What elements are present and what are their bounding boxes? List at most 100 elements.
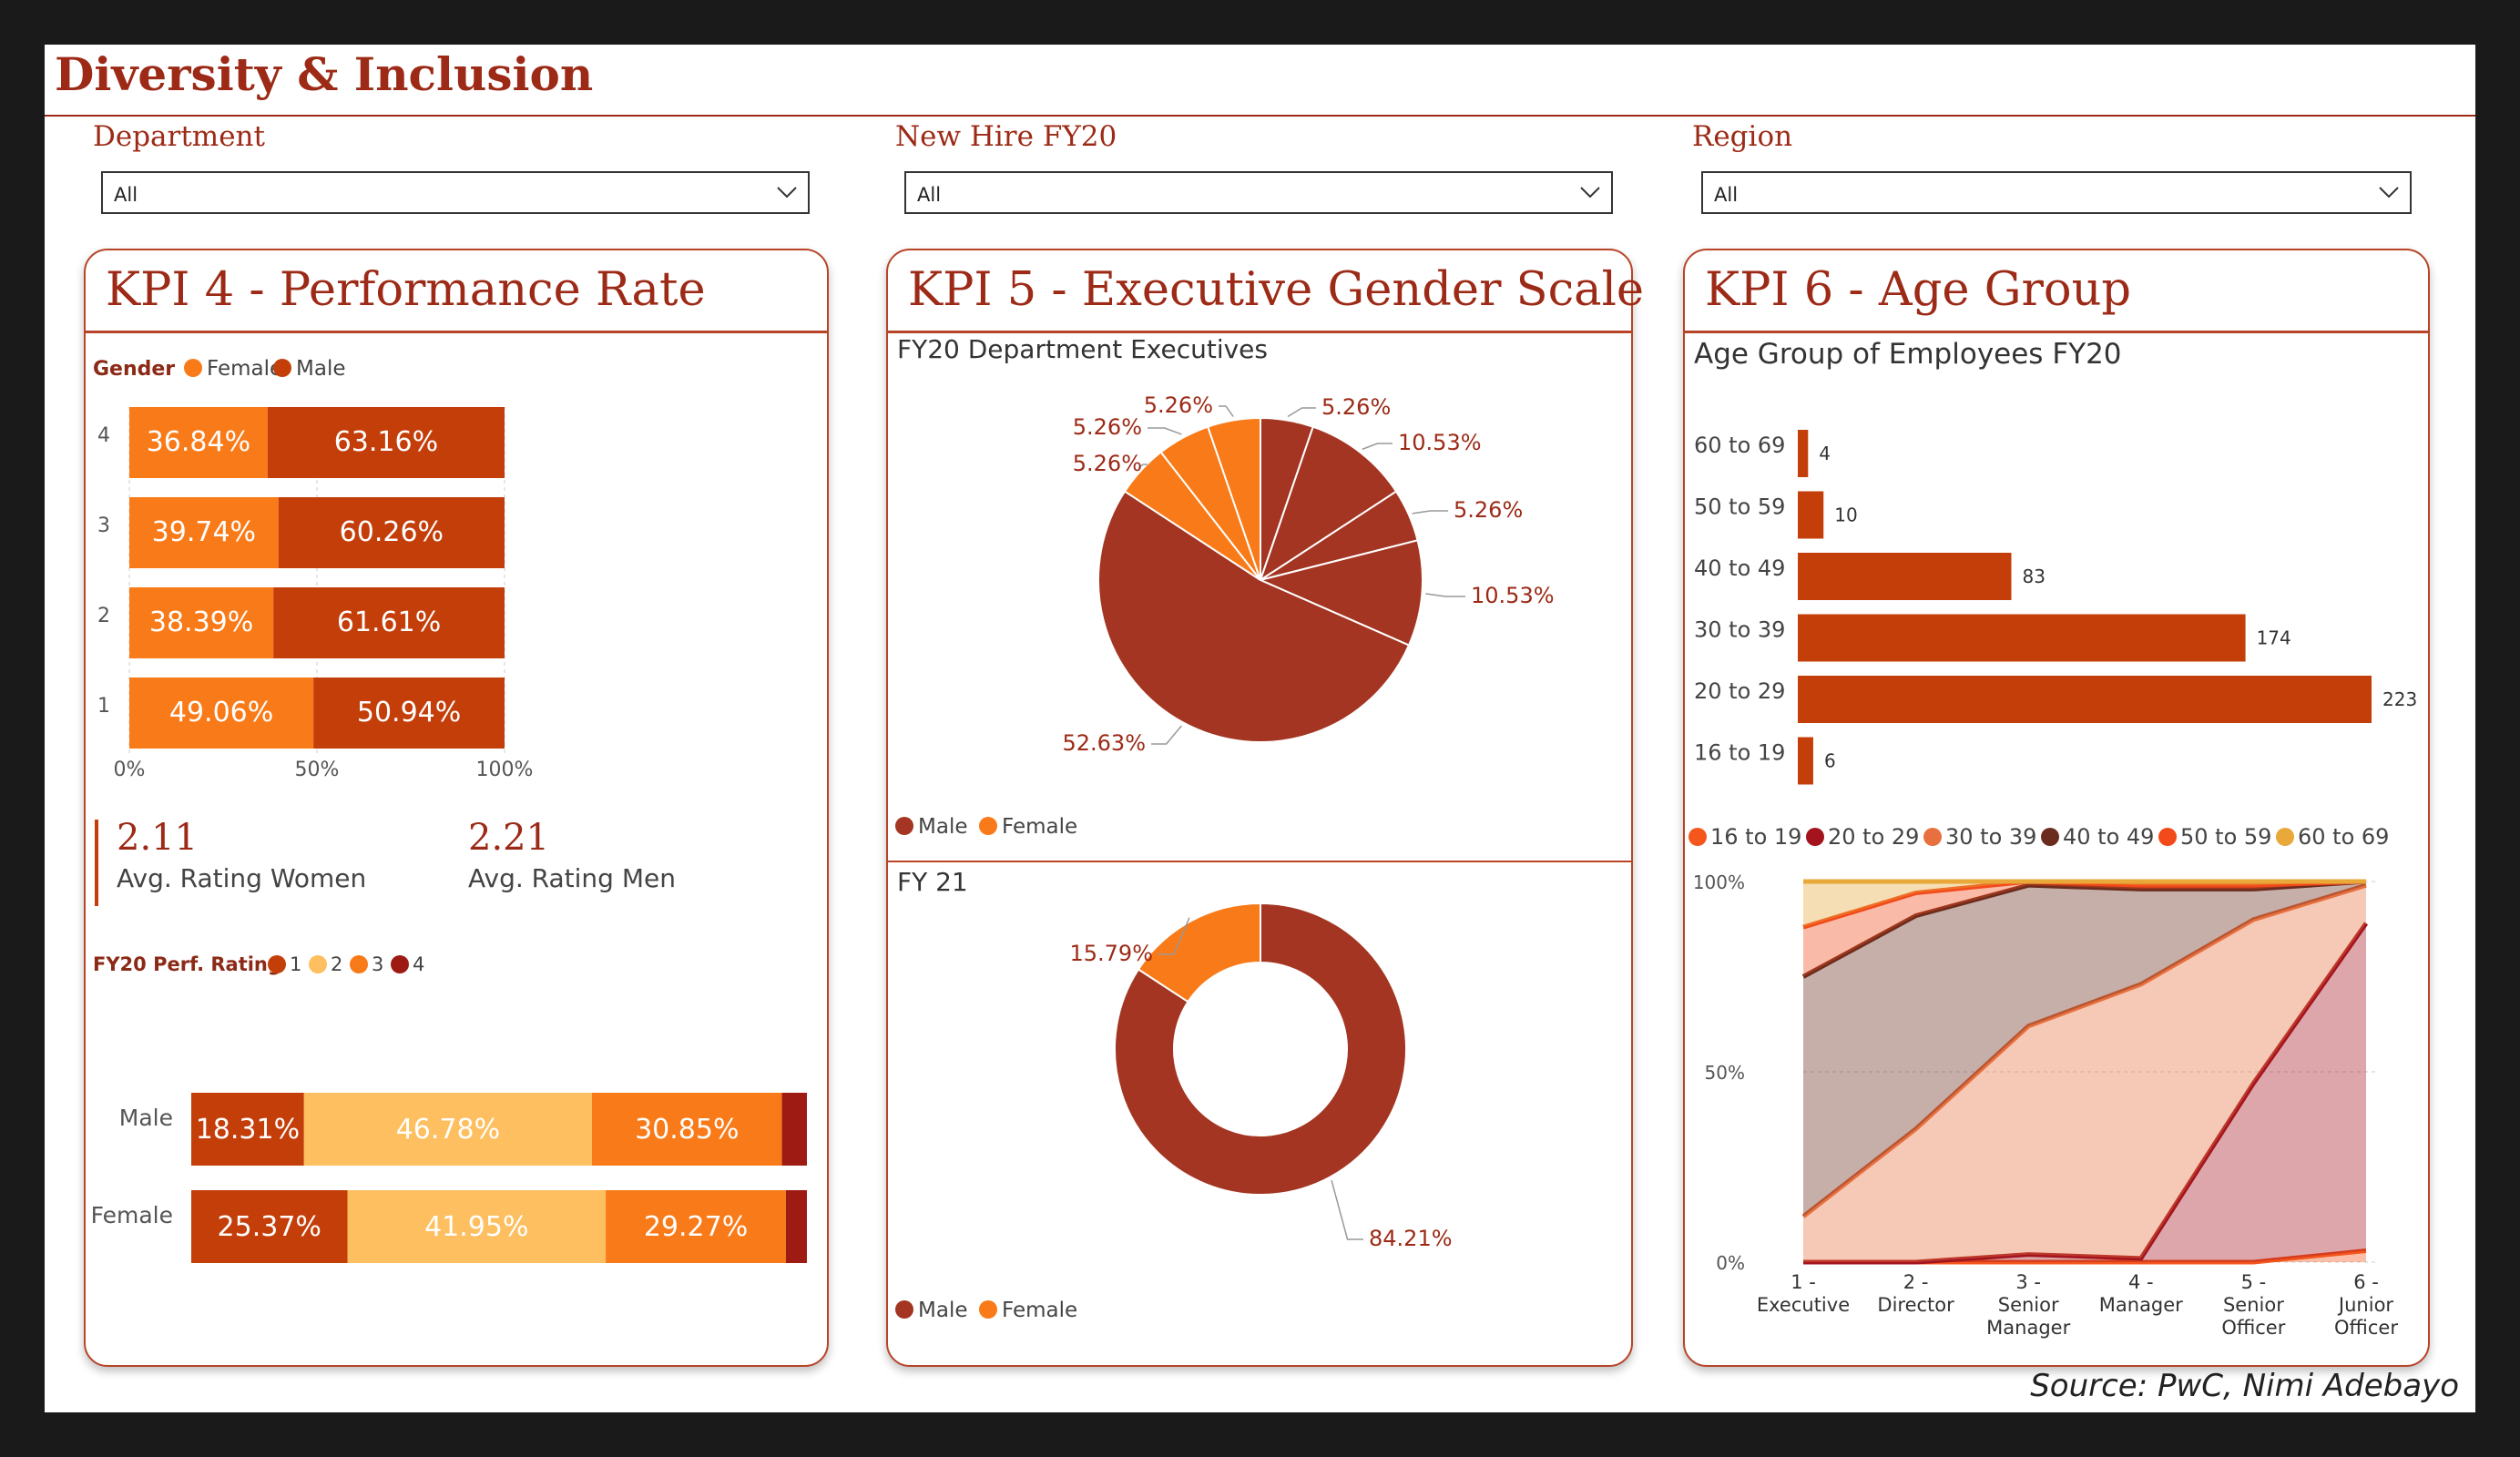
area-16-to-19 bbox=[1803, 1250, 2366, 1262]
legend-marker bbox=[2041, 828, 2059, 846]
legend-label: 20 to 29 bbox=[1828, 824, 1919, 850]
legend-label: 16 to 19 bbox=[1710, 824, 1801, 850]
x-tick-label: 4 -Manager bbox=[2099, 1271, 2183, 1316]
data-label: 63.16% bbox=[334, 426, 438, 458]
leader-line bbox=[1412, 510, 1448, 515]
legend-label-male: Male bbox=[918, 815, 967, 839]
data-label: 83 bbox=[2022, 565, 2045, 587]
region-dropdown[interactable]: All bbox=[1701, 171, 2412, 214]
filter-label-new-hire: New Hire FY20 bbox=[895, 120, 1117, 153]
kpi6-card: KPI 6 - Age Group Age Group of Employees… bbox=[1683, 249, 2430, 1367]
data-label: 36.84% bbox=[147, 426, 250, 458]
data-label: 61.61% bbox=[337, 606, 441, 638]
y-tick-label: 4 bbox=[97, 424, 110, 447]
data-label: 46.78% bbox=[396, 1114, 500, 1146]
x-tick-label: 100% bbox=[476, 759, 534, 781]
x-tick-label-line: Manager bbox=[2099, 1294, 2183, 1316]
legend-marker-rating-2 bbox=[309, 955, 327, 973]
legend-label: 40 to 49 bbox=[2063, 824, 2154, 850]
y-category-label: 60 to 69 bbox=[1694, 433, 1785, 458]
data-label: 41.95% bbox=[424, 1211, 528, 1243]
legend-label-male: Male bbox=[296, 357, 345, 381]
leader-line bbox=[1219, 405, 1234, 417]
kpi4-charts: Gender Female Male 0% 50% 100% 4 36.84% 63.16% 3 3… bbox=[91, 357, 807, 1263]
x-tick-label: 5 -Senior Officer bbox=[2221, 1271, 2285, 1339]
area-20-to-29 bbox=[1803, 922, 2366, 1262]
area-50-to-59 bbox=[1803, 881, 2366, 977]
y-tick-label: 1 bbox=[97, 695, 110, 718]
legend-label-male: Male bbox=[918, 1299, 967, 1322]
pie-slice-male bbox=[1097, 490, 1411, 743]
legend-marker-rating-3 bbox=[350, 955, 368, 973]
kpi5-title: KPI 5 - Executive Gender Scale bbox=[908, 263, 1645, 317]
data-label: 174 bbox=[2257, 627, 2291, 649]
x-tick-label: 50% bbox=[295, 759, 340, 781]
x-tick-label-line: 5 - bbox=[2241, 1271, 2267, 1293]
bar-segment-rating-2 bbox=[303, 1093, 593, 1166]
x-tick-label: 1 -Executive bbox=[1757, 1271, 1850, 1316]
legend-marker bbox=[1806, 828, 1824, 846]
data-label: 50.94% bbox=[357, 697, 461, 728]
kpi6-title: KPI 6 - Age Group bbox=[1705, 263, 2132, 317]
x-tick-label-line: Officer bbox=[2221, 1317, 2285, 1339]
bar-segment-male bbox=[267, 407, 505, 478]
legend-marker-rating-1 bbox=[268, 955, 286, 973]
x-tick-label-line: Executive bbox=[1757, 1294, 1850, 1316]
kpi4-title: KPI 4 - Performance Rate bbox=[106, 263, 706, 317]
legend-marker-male bbox=[895, 817, 913, 835]
legend-label: 50 to 59 bbox=[2180, 824, 2271, 850]
legend-title: FY20 Perf. Rating bbox=[93, 953, 281, 975]
legend-label-rating-4: 4 bbox=[413, 953, 424, 975]
slice-label: 5.26% bbox=[1073, 451, 1142, 476]
fy21-donut-title: FY 21 bbox=[897, 867, 968, 897]
leader-line bbox=[1138, 464, 1148, 469]
legend-marker bbox=[1923, 828, 1942, 846]
bar-segment-female bbox=[129, 587, 274, 658]
leader-line bbox=[1148, 427, 1182, 435]
legend-marker bbox=[2276, 828, 2294, 846]
bar-segment-male bbox=[278, 497, 505, 568]
x-tick-label: 2 -Director bbox=[1877, 1271, 1954, 1316]
slice-label: 5.26% bbox=[1321, 394, 1391, 420]
data-label: 30.85% bbox=[635, 1114, 739, 1146]
data-label: 39.74% bbox=[152, 516, 256, 548]
bar-segment-male bbox=[313, 678, 505, 749]
legend-marker-male bbox=[895, 1300, 913, 1319]
line-20-to-29 bbox=[1803, 922, 2369, 1265]
legend-label: 30 to 39 bbox=[1945, 824, 2036, 850]
age-bar bbox=[1798, 737, 1813, 785]
age-bar-title: Age Group of Employees FY20 bbox=[1694, 338, 2122, 371]
slice-label: 10.53% bbox=[1471, 583, 1555, 608]
pie-slice-female bbox=[1137, 902, 1261, 1004]
legend-marker bbox=[1689, 828, 1707, 846]
bar-segment-rating-3 bbox=[606, 1190, 786, 1263]
bar-segment-rating-1 bbox=[191, 1190, 348, 1263]
page-title: Diversity & Inclusion bbox=[55, 47, 594, 101]
y-tick-label: 3 bbox=[97, 515, 110, 537]
area-30-to-39 bbox=[1803, 885, 2366, 1262]
region-dropdown-value: All bbox=[1714, 184, 1739, 206]
x-tick-label-line: 3 - bbox=[2015, 1271, 2041, 1293]
chevron-down-icon bbox=[2379, 187, 2399, 199]
leader-line bbox=[1425, 593, 1465, 597]
legend-label-rating-1: 1 bbox=[290, 953, 301, 975]
kpi5-charts: 5.26%10.53%5.26%10.53%52.63%5.26%5.26%5.… bbox=[895, 392, 1555, 1322]
x-tick-label-line: 1 - bbox=[1791, 1271, 1816, 1293]
new-hire-dropdown[interactable]: All bbox=[904, 171, 1613, 214]
pie-slice-male bbox=[1257, 539, 1423, 647]
pie-slice-female bbox=[1206, 416, 1261, 581]
leader-line bbox=[1331, 1180, 1363, 1240]
age-bar bbox=[1798, 491, 1824, 539]
kpi5-card: KPI 5 - Executive Gender Scale FY20 Depa… bbox=[886, 249, 1644, 1367]
legend-marker-female bbox=[979, 1300, 997, 1319]
leader-line bbox=[1151, 725, 1182, 745]
kpi4-card: KPI 4 - Performance Rate Gender Female Mal… bbox=[84, 249, 829, 1367]
y-category-label: 30 to 39 bbox=[1694, 617, 1785, 643]
legend-label-rating-3: 3 bbox=[372, 953, 383, 975]
kpi-accent-bar bbox=[95, 820, 98, 906]
data-label: 29.27% bbox=[644, 1211, 748, 1243]
bar-segment-rating-3 bbox=[592, 1093, 782, 1166]
y-category-label: Female bbox=[91, 1202, 173, 1228]
kpi6-charts: 60 to 69 4 50 to 59 10 40 to 49 83 30 to 39 174… bbox=[1689, 430, 2417, 1339]
department-dropdown[interactable]: All bbox=[101, 171, 810, 214]
